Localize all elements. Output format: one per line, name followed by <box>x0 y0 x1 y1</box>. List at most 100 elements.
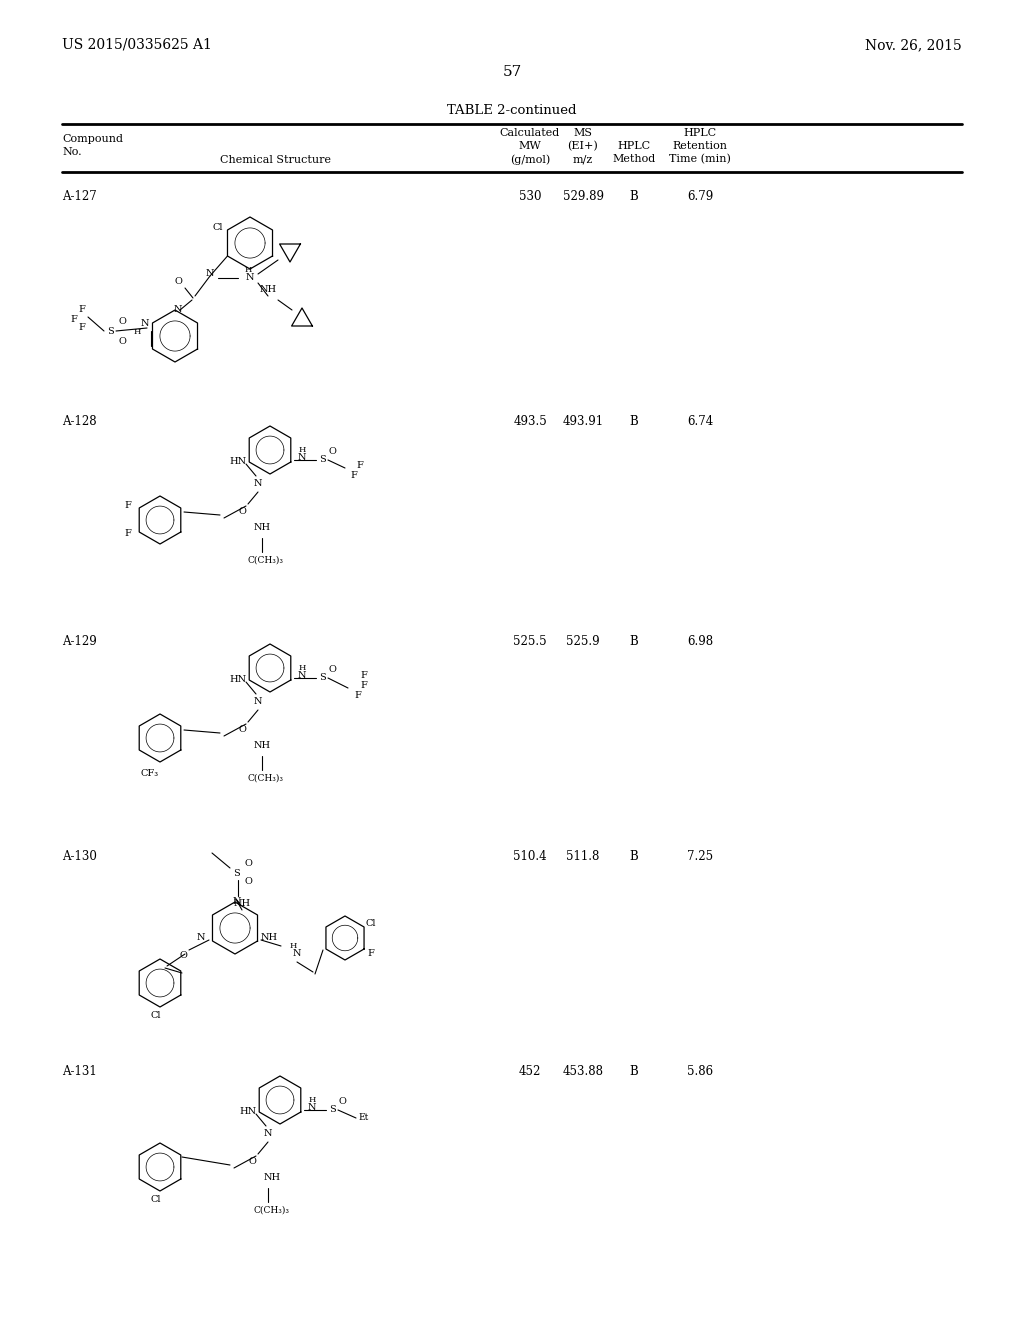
Text: 453.88: 453.88 <box>562 1065 603 1078</box>
Text: O: O <box>244 878 252 887</box>
Text: C(CH₃)₃: C(CH₃)₃ <box>248 774 284 783</box>
Text: F: F <box>79 305 85 314</box>
Text: 493.91: 493.91 <box>562 414 603 428</box>
Text: MW: MW <box>518 141 542 150</box>
Text: O: O <box>118 317 126 326</box>
Text: O: O <box>238 726 246 734</box>
Text: H: H <box>298 446 306 454</box>
Text: US 2015/0335625 A1: US 2015/0335625 A1 <box>62 38 212 51</box>
Text: HN: HN <box>229 676 247 685</box>
Text: 510.4: 510.4 <box>513 850 547 863</box>
Text: S: S <box>329 1106 336 1114</box>
Text: 452: 452 <box>519 1065 542 1078</box>
Text: N: N <box>197 933 205 942</box>
Text: B: B <box>630 190 638 203</box>
Text: Et: Et <box>358 1114 370 1122</box>
Text: F: F <box>356 462 364 470</box>
Text: H: H <box>308 1096 315 1104</box>
Text: NH: NH <box>253 524 270 532</box>
Text: 6.98: 6.98 <box>687 635 713 648</box>
Text: Cl: Cl <box>151 1195 161 1204</box>
Text: HN: HN <box>229 458 247 466</box>
Text: NH: NH <box>260 933 278 942</box>
Text: F: F <box>354 692 361 701</box>
Text: N: N <box>308 1104 316 1113</box>
Text: 5.86: 5.86 <box>687 1065 713 1078</box>
Text: NH: NH <box>253 742 270 751</box>
Text: TABLE 2-continued: TABLE 2-continued <box>447 104 577 117</box>
Text: A-130: A-130 <box>62 850 97 863</box>
Text: N: N <box>254 697 262 706</box>
Text: B: B <box>630 635 638 648</box>
Text: m/z: m/z <box>572 154 593 164</box>
Text: O: O <box>248 1158 256 1167</box>
Text: C(CH₃)₃: C(CH₃)₃ <box>254 1205 290 1214</box>
Text: No.: No. <box>62 147 82 157</box>
Text: N: N <box>254 479 262 488</box>
Text: N: N <box>140 319 150 329</box>
Text: HPLC: HPLC <box>683 128 717 139</box>
Text: S: S <box>318 455 326 465</box>
Text: N: N <box>206 269 214 279</box>
Text: Chemical Structure: Chemical Structure <box>220 154 331 165</box>
Text: F: F <box>350 471 357 480</box>
Text: Nov. 26, 2015: Nov. 26, 2015 <box>865 38 962 51</box>
Text: O: O <box>328 665 336 675</box>
Text: O: O <box>174 277 182 286</box>
Text: O: O <box>244 859 252 869</box>
Text: Cl: Cl <box>366 920 376 928</box>
Text: N: N <box>246 273 254 282</box>
Text: S: S <box>318 673 326 682</box>
Text: Calculated: Calculated <box>500 128 560 139</box>
Text: C(CH₃)₃: C(CH₃)₃ <box>248 556 284 565</box>
Text: H: H <box>133 327 140 337</box>
Text: N: N <box>174 305 182 314</box>
Text: 57: 57 <box>503 65 521 79</box>
Text: Compound: Compound <box>62 135 123 144</box>
Text: N: N <box>298 672 306 681</box>
Text: B: B <box>630 850 638 863</box>
Text: MS: MS <box>573 128 593 139</box>
Text: A-128: A-128 <box>62 414 96 428</box>
Text: N: N <box>293 949 301 958</box>
Text: NH: NH <box>263 1173 281 1183</box>
Text: N: N <box>232 896 242 906</box>
Text: (EI+): (EI+) <box>567 141 598 152</box>
Text: N: N <box>264 1130 272 1138</box>
Text: A-127: A-127 <box>62 190 96 203</box>
Text: 6.79: 6.79 <box>687 190 713 203</box>
Text: Method: Method <box>612 154 655 164</box>
Text: F: F <box>125 529 131 539</box>
Text: O: O <box>338 1097 346 1106</box>
Text: S: S <box>232 870 240 879</box>
Text: CF₃: CF₃ <box>141 768 159 777</box>
Text: H: H <box>290 942 297 950</box>
Text: HPLC: HPLC <box>617 141 650 150</box>
Text: 525.9: 525.9 <box>566 635 600 648</box>
Text: 525.5: 525.5 <box>513 635 547 648</box>
Text: (g/mol): (g/mol) <box>510 154 550 165</box>
Text: 493.5: 493.5 <box>513 414 547 428</box>
Text: NH: NH <box>233 899 251 908</box>
Text: H: H <box>245 267 252 275</box>
Text: S: S <box>106 326 114 335</box>
Text: F: F <box>125 502 131 511</box>
Text: F: F <box>360 672 368 681</box>
Text: 6.74: 6.74 <box>687 414 713 428</box>
Text: H: H <box>298 664 306 672</box>
Text: Cl: Cl <box>213 223 223 231</box>
Text: O: O <box>179 952 187 961</box>
Text: Cl: Cl <box>151 1011 161 1019</box>
Text: F: F <box>368 949 375 958</box>
Text: N: N <box>298 454 306 462</box>
Text: F: F <box>360 681 368 690</box>
Text: O: O <box>328 447 336 457</box>
Text: A-129: A-129 <box>62 635 96 648</box>
Text: F: F <box>71 314 78 323</box>
Text: 529.89: 529.89 <box>562 190 603 203</box>
Text: O: O <box>118 337 126 346</box>
Text: B: B <box>630 1065 638 1078</box>
Text: Retention: Retention <box>673 141 727 150</box>
Text: B: B <box>630 414 638 428</box>
Text: Time (min): Time (min) <box>669 154 731 164</box>
